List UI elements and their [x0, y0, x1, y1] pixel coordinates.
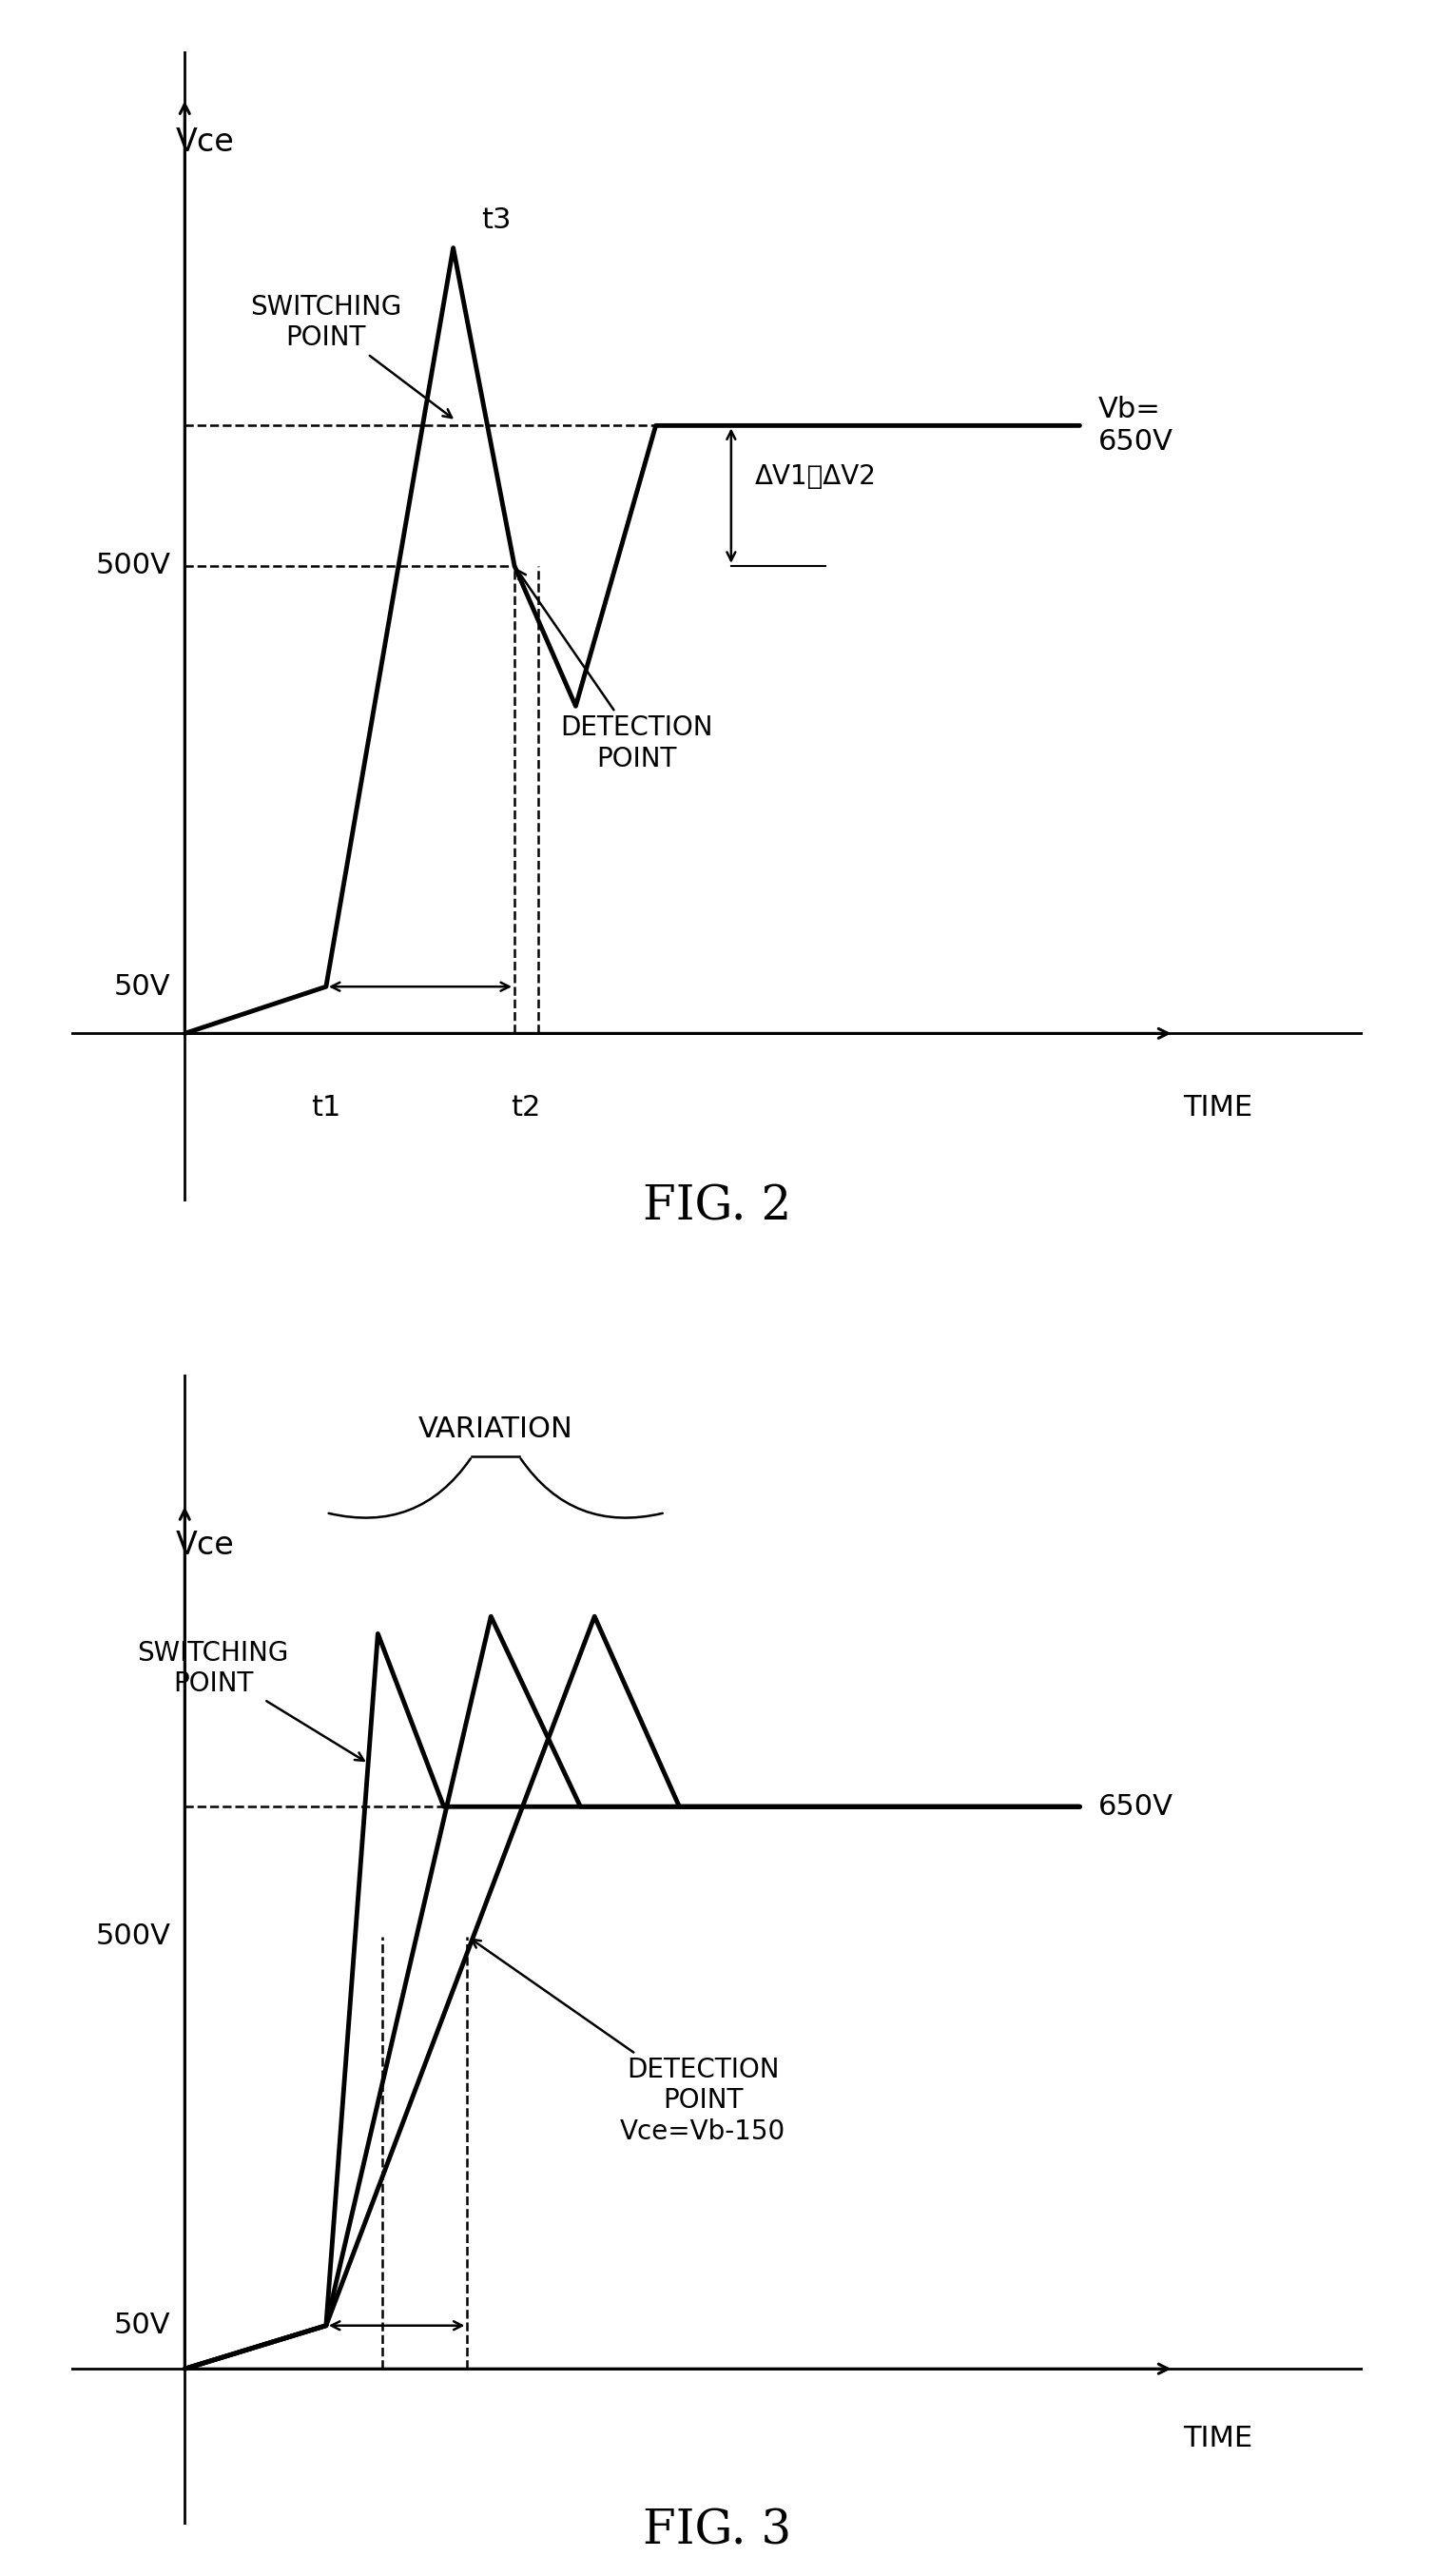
Text: t1: t1	[311, 1095, 341, 1121]
Text: 500V: 500V	[96, 1922, 171, 1950]
Text: SWITCHING
POINT: SWITCHING POINT	[251, 294, 452, 417]
Text: DETECTION
POINT
Vce=Vb-150: DETECTION POINT Vce=Vb-150	[472, 1940, 786, 2146]
Text: Vb=
650V: Vb= 650V	[1098, 397, 1173, 456]
Text: 650V: 650V	[1098, 1793, 1173, 1821]
Text: FIG. 3: FIG. 3	[642, 2506, 792, 2555]
Text: t2: t2	[511, 1095, 541, 1121]
Text: 500V: 500V	[96, 551, 171, 580]
Text: SWITCHING
POINT: SWITCHING POINT	[138, 1638, 364, 1759]
Text: TIME: TIME	[1183, 2424, 1253, 2452]
Text: DETECTION
POINT: DETECTION POINT	[518, 569, 713, 773]
Text: 50V: 50V	[113, 2311, 171, 2339]
Text: FIG. 2: FIG. 2	[642, 1182, 792, 1231]
Text: t3: t3	[482, 206, 512, 234]
Text: 50V: 50V	[113, 974, 171, 999]
Text: ΔV1、ΔV2: ΔV1、ΔV2	[754, 464, 876, 489]
Text: VARIATION: VARIATION	[419, 1417, 574, 1443]
Text: TIME: TIME	[1183, 1095, 1253, 1121]
Text: Vce: Vce	[175, 1530, 234, 1561]
Text: Vce: Vce	[175, 126, 234, 157]
